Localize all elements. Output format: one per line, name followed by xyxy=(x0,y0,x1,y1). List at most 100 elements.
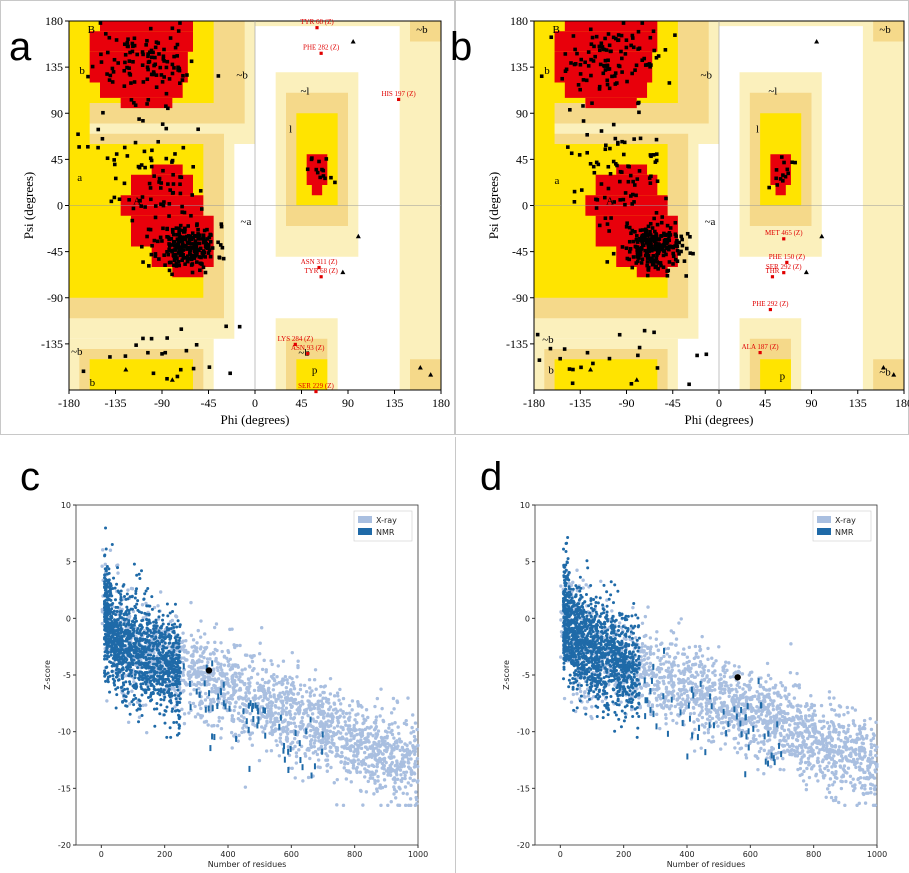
nmr-point xyxy=(129,657,133,661)
residue-point xyxy=(667,247,671,252)
allowed-region xyxy=(89,359,193,390)
ramachandran-plot-a: -180 -135 -90 -45 0 45 90 135 180-135-90-4504590… xyxy=(21,14,450,427)
residue-point xyxy=(677,252,681,256)
residue-point xyxy=(652,48,657,53)
nmr-point xyxy=(228,705,231,712)
nmr-point xyxy=(118,660,122,664)
xray-point xyxy=(335,752,339,756)
xray-point xyxy=(318,733,322,738)
xray-point xyxy=(769,698,773,702)
xray-point xyxy=(194,675,199,679)
residue-point xyxy=(129,98,134,102)
xray-point xyxy=(181,678,186,683)
residue-point xyxy=(207,248,212,252)
xray-point xyxy=(195,641,199,645)
residue-point xyxy=(567,367,572,371)
residue-point xyxy=(160,352,164,356)
residue-point xyxy=(682,259,687,263)
residue-point xyxy=(151,371,156,376)
residue-point xyxy=(164,104,168,108)
residue-point xyxy=(146,350,150,355)
nmr-point xyxy=(207,705,210,712)
xray-point xyxy=(308,742,313,747)
residue-point xyxy=(609,49,613,54)
xray-point xyxy=(786,704,790,708)
xray-point xyxy=(222,687,226,692)
nmr-point xyxy=(136,666,140,670)
xray-point xyxy=(406,781,410,785)
residue-point xyxy=(638,136,643,141)
residue-point xyxy=(133,140,138,145)
xray-point xyxy=(338,714,342,718)
nmr-point xyxy=(116,566,120,570)
residue-point xyxy=(112,162,117,167)
xray-point xyxy=(356,712,360,716)
nmr-point xyxy=(160,631,164,635)
xray-point xyxy=(225,672,229,676)
region-label: ~b xyxy=(71,346,83,358)
xray-point xyxy=(196,680,200,685)
xray-point xyxy=(141,703,145,708)
residue-point xyxy=(620,245,625,249)
xray-point xyxy=(229,694,233,698)
xray-point xyxy=(375,762,379,766)
xray-point xyxy=(376,744,380,748)
nmr-point xyxy=(138,704,142,708)
residue-point xyxy=(112,158,116,162)
nmr-point xyxy=(175,733,179,737)
x-tick-label: -180 xyxy=(523,396,545,410)
nmr-point xyxy=(152,662,156,666)
residue-point xyxy=(603,216,608,221)
outlier-label: THR xyxy=(765,267,779,275)
residue-point xyxy=(680,243,685,248)
residue-point xyxy=(132,43,137,48)
nmr-point xyxy=(107,571,111,575)
xray-point xyxy=(267,679,271,683)
xray-point xyxy=(367,740,371,744)
xray-point xyxy=(402,770,406,775)
residue-point xyxy=(637,110,641,115)
xray-point xyxy=(263,715,267,719)
residue-point xyxy=(180,204,184,209)
residue-point xyxy=(608,146,612,151)
xray-point xyxy=(323,746,327,751)
residue-point xyxy=(132,36,137,41)
xray-point xyxy=(210,686,214,691)
xray-point xyxy=(317,739,321,743)
residue-point xyxy=(639,261,644,265)
xray-point xyxy=(559,584,563,588)
y-tick-label: 180 xyxy=(45,14,63,28)
residue-point xyxy=(579,57,584,62)
xray-point xyxy=(232,643,236,647)
xray-point xyxy=(325,729,329,733)
xray-point xyxy=(189,633,194,638)
nmr-point xyxy=(165,628,169,632)
residue-point xyxy=(630,71,634,76)
nmr-point xyxy=(137,647,141,651)
residue-point xyxy=(654,211,659,215)
x-tick-label: -45 xyxy=(665,396,681,410)
xray-point xyxy=(330,738,334,742)
xray-point xyxy=(265,721,269,725)
xray-point xyxy=(337,698,341,702)
xray-point xyxy=(182,712,187,716)
xray-point xyxy=(326,762,330,767)
xray-point xyxy=(323,696,328,700)
nmr-point xyxy=(172,720,176,724)
xray-point xyxy=(207,682,211,686)
xray-point xyxy=(200,677,204,682)
residue-point xyxy=(81,369,86,374)
residue-point xyxy=(653,265,658,270)
nmr-point xyxy=(124,680,128,684)
xray-point xyxy=(316,699,321,703)
nmr-point xyxy=(108,583,112,587)
xray-point xyxy=(130,587,135,591)
xray-point xyxy=(202,655,206,660)
xray-point xyxy=(311,717,315,721)
residue-point xyxy=(620,70,624,74)
residue-point xyxy=(175,245,180,249)
residue-point xyxy=(187,234,191,238)
nmr-point xyxy=(107,589,111,593)
nmr-point xyxy=(126,635,130,639)
xray-point xyxy=(341,803,346,808)
